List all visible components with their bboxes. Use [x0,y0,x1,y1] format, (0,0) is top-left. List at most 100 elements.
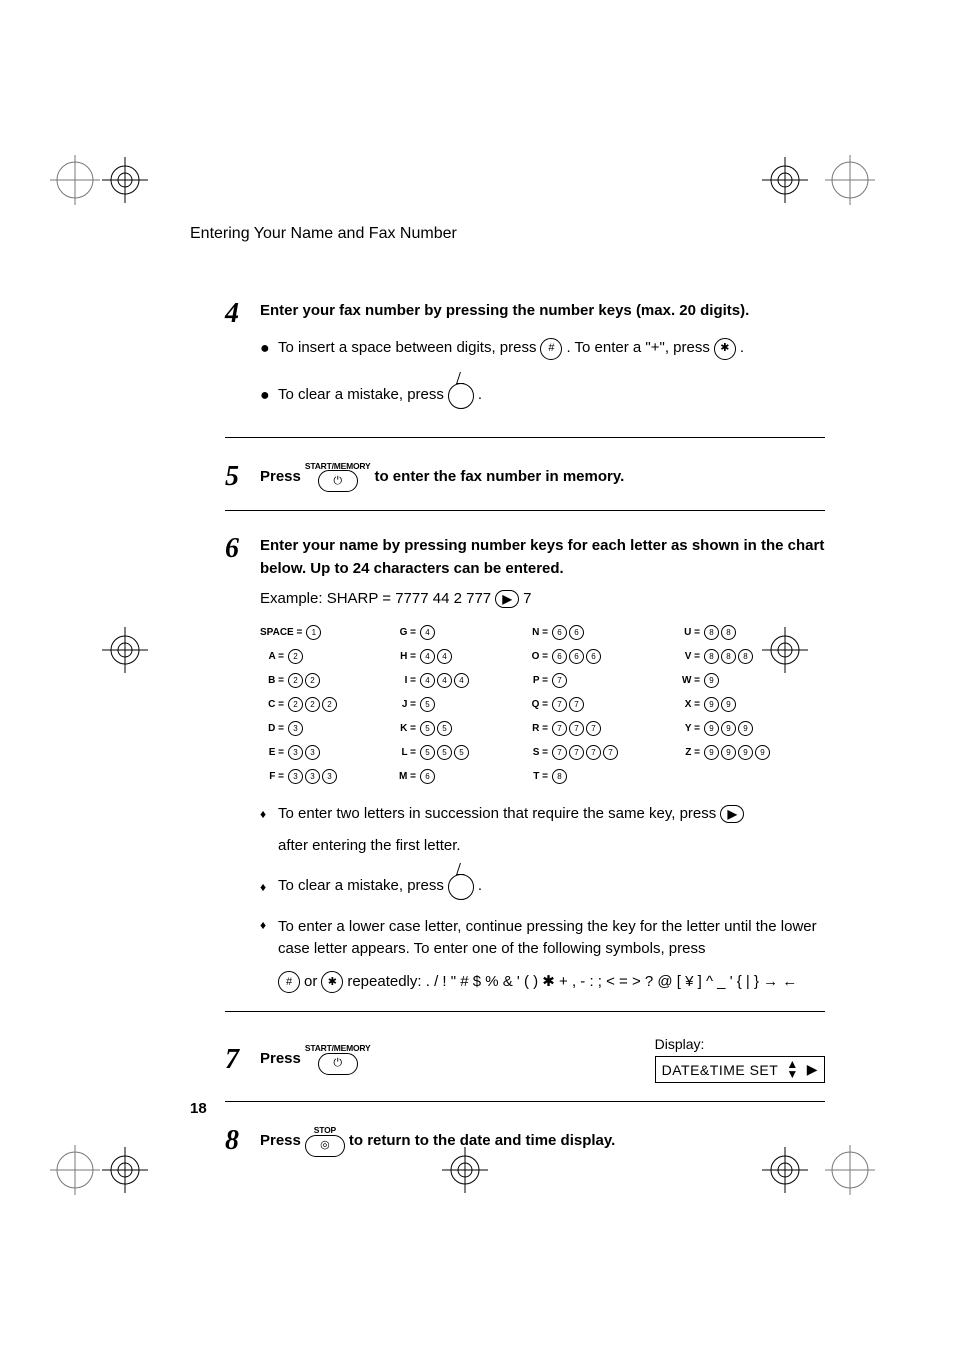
number-key-icon: 6 [586,649,601,664]
number-key-icon: 2 [288,673,303,688]
step-divider [225,510,825,511]
letter-label: O = [524,649,548,664]
letter-label: P = [524,673,548,688]
letter-map-cell: SPACE =1 [260,623,380,643]
step-4-b1-pre: To insert a space between digits, press [278,337,536,360]
letter-label: N = [524,625,548,640]
letter-label: Q = [524,697,548,712]
number-key-icon: 4 [420,649,435,664]
step-6-lead: Enter your name by pressing number keys … [260,537,824,577]
db1-pre: To enter two letters in succession that … [278,803,716,826]
letter-map-cell: I =444 [392,671,512,691]
letter-map-cell: Z =9999 [676,743,816,763]
letter-map-cell: Q =77 [524,695,664,715]
display-box: DATE&TIME SET ▲▼ ▶ [655,1056,825,1083]
letter-map-cell: P =7 [524,671,664,691]
letter-map-cell: K =55 [392,719,512,739]
diamond-bullet-icon: ♦ [260,878,278,896]
bullet-dot-icon: ● [260,384,278,408]
number-key-icon: 3 [288,721,303,736]
right-arrow-icon: ▶ [807,1061,818,1078]
bullet-dot-icon: ● [260,337,278,361]
display-label: Display: [655,1036,705,1052]
letter-label: S = [524,745,548,760]
step-number-7: 7 [225,1046,260,1074]
letter-label: W = [676,673,700,688]
start-memory-label: START/MEMORY [305,1044,371,1053]
hash-key-icon: # [540,338,562,360]
db2-pre: To clear a mistake, press [278,875,444,898]
number-key-icon: 3 [288,745,303,760]
example-text-post: 7 [523,588,531,611]
number-key-icon: 9 [721,697,736,712]
number-key-icon: 4 [420,673,435,688]
display-text: DATE&TIME SET [662,1062,779,1078]
number-key-icon: 9 [755,745,770,760]
number-key-icon: 9 [738,721,753,736]
step-6: 6 Enter your name by pressing number key… [225,535,825,1012]
letter-map-cell: C =222 [260,695,380,715]
display-block: Display: DATE&TIME SET ▲▼ ▶ [655,1036,825,1083]
speaker-key-icon [448,383,474,409]
number-key-icon: 5 [420,721,435,736]
letter-label: H = [392,649,416,664]
number-key-icon: 8 [721,625,736,640]
number-key-icon: 2 [288,649,303,664]
right-arrow-key-icon: ▶ [720,805,744,823]
number-key-icon: 7 [569,745,584,760]
speaker-key-icon [448,874,474,900]
letter-label: G = [392,625,416,640]
number-key-icon: 9 [704,745,719,760]
letter-map-cell: J =5 [392,695,512,715]
letter-label: C = [260,697,284,712]
number-key-icon: 9 [704,673,719,688]
step-4-b1-mid: . To enter a "+", press [566,337,709,360]
number-key-icon: 5 [437,745,452,760]
letter-label: Y = [676,721,700,736]
number-key-icon: 6 [420,769,435,784]
number-key-icon: 7 [603,745,618,760]
letter-map-cell: M =6 [392,767,512,787]
number-key-icon: 4 [437,649,452,664]
letter-label: R = [524,721,548,736]
crop-mark-bot-left-2 [100,1145,150,1195]
step-6-dbullet-3: ♦ To enter a lower case letter, continue… [260,916,825,961]
number-key-icon: 6 [569,649,584,664]
diamond-bullet-icon: ♦ [260,805,278,823]
step-number-5: 5 [225,463,260,491]
letter-label: E = [260,745,284,760]
start-memory-key-icon: ⏻ [318,470,358,492]
number-key-icon: 9 [704,721,719,736]
step-4-lead: Enter your fax number by pressing the nu… [260,302,749,319]
step-6-example: Example: SHARP = 7777 44 2 777 ▶ 7 [260,588,825,611]
step-6-dbullet-2: ♦ To clear a mistake, press . [260,874,825,900]
crop-mark-bot-right-2 [820,1140,880,1200]
db2-post: . [478,875,482,898]
number-key-icon: 5 [454,745,469,760]
crop-mark-top-left [45,150,105,210]
number-key-icon: 3 [305,769,320,784]
step-5-tail: to enter the fax number in memory. [374,466,624,489]
letter-label: A = [260,649,284,664]
step-5-press: Press [260,466,301,489]
step-4-bullet-1: ● To insert a space between digits, pres… [260,337,825,361]
crop-mark-top-left-2 [100,155,150,205]
letter-label: U = [676,625,700,640]
db3-or: or [304,971,317,994]
star-key-icon: ✱ [321,971,343,993]
step-8-press: Press [260,1130,301,1153]
step-4-b2-pre: To clear a mistake, press [278,384,444,407]
number-key-icon: 6 [552,625,567,640]
number-key-icon: 7 [569,697,584,712]
number-key-icon: 9 [738,745,753,760]
db1-post: after entering the first letter. [278,835,825,858]
letter-label: I = [392,673,416,688]
crop-mark-top-right-2 [820,150,880,210]
db3-rep: repeatedly: . / ! " # $ % & ' ( ) ✱ + , … [347,971,797,994]
page-number: 18 [190,1100,207,1117]
number-key-icon: 4 [454,673,469,688]
stop-key-label: STOP [314,1126,336,1135]
number-key-icon: 2 [305,673,320,688]
start-memory-key-icon: ⏻ [318,1053,358,1075]
number-key-icon: 9 [721,721,736,736]
